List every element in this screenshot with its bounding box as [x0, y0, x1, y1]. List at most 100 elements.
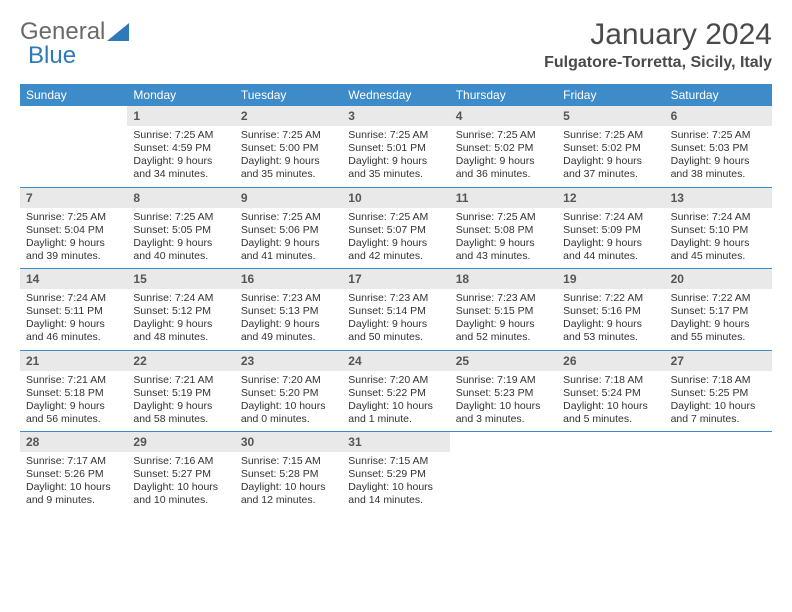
- sunset-line: Sunset: 5:01 PM: [348, 142, 443, 155]
- sunrise-line: Sunrise: 7:25 AM: [456, 129, 551, 142]
- day-number: 8: [127, 188, 234, 208]
- sunset-line: Sunset: 5:11 PM: [26, 305, 121, 318]
- day-cell: 8Sunrise: 7:25 AMSunset: 5:05 PMDaylight…: [127, 188, 234, 269]
- weekday-header: Sunday: [20, 84, 127, 106]
- sunrise-line: Sunrise: 7:25 AM: [348, 211, 443, 224]
- daylight-line: Daylight: 9 hours and 56 minutes.: [26, 400, 121, 426]
- daylight-line: Daylight: 9 hours and 39 minutes.: [26, 237, 121, 263]
- day-number: 30: [235, 432, 342, 452]
- day-number: 18: [450, 269, 557, 289]
- location-label: Fulgatore-Torretta, Sicily, Italy: [544, 54, 772, 72]
- day-cell: 9Sunrise: 7:25 AMSunset: 5:06 PMDaylight…: [235, 188, 342, 269]
- day-number: 6: [665, 106, 772, 126]
- sunrise-line: Sunrise: 7:16 AM: [133, 455, 228, 468]
- daylight-line: Daylight: 9 hours and 58 minutes.: [133, 400, 228, 426]
- day-number: 15: [127, 269, 234, 289]
- sunset-line: Sunset: 5:13 PM: [241, 305, 336, 318]
- day-cell: 23Sunrise: 7:20 AMSunset: 5:20 PMDayligh…: [235, 351, 342, 432]
- day-body: Sunrise: 7:25 AMSunset: 5:07 PMDaylight:…: [342, 208, 449, 269]
- sunrise-line: Sunrise: 7:25 AM: [563, 129, 658, 142]
- sunrise-line: Sunrise: 7:19 AM: [456, 374, 551, 387]
- sunrise-line: Sunrise: 7:20 AM: [241, 374, 336, 387]
- day-number: 20: [665, 269, 772, 289]
- daylight-line: Daylight: 10 hours and 3 minutes.: [456, 400, 551, 426]
- day-number: 27: [665, 351, 772, 371]
- sunrise-line: Sunrise: 7:20 AM: [348, 374, 443, 387]
- calendar-body: 1Sunrise: 7:25 AMSunset: 4:59 PMDaylight…: [20, 106, 772, 513]
- daylight-line: Daylight: 10 hours and 7 minutes.: [671, 400, 766, 426]
- day-cell: 7Sunrise: 7:25 AMSunset: 5:04 PMDaylight…: [20, 188, 127, 269]
- day-body: Sunrise: 7:20 AMSunset: 5:22 PMDaylight:…: [342, 371, 449, 432]
- sunset-line: Sunset: 5:26 PM: [26, 468, 121, 481]
- sunrise-line: Sunrise: 7:24 AM: [671, 211, 766, 224]
- day-number: 16: [235, 269, 342, 289]
- daylight-line: Daylight: 9 hours and 41 minutes.: [241, 237, 336, 263]
- day-body: Sunrise: 7:24 AMSunset: 5:12 PMDaylight:…: [127, 289, 234, 350]
- sunrise-line: Sunrise: 7:25 AM: [133, 129, 228, 142]
- sunset-line: Sunset: 4:59 PM: [133, 142, 228, 155]
- sunrise-line: Sunrise: 7:24 AM: [26, 292, 121, 305]
- day-number: 26: [557, 351, 664, 371]
- sunset-line: Sunset: 5:28 PM: [241, 468, 336, 481]
- day-number: 14: [20, 269, 127, 289]
- day-cell: 30Sunrise: 7:15 AMSunset: 5:28 PMDayligh…: [235, 432, 342, 513]
- day-number: 25: [450, 351, 557, 371]
- sunrise-line: Sunrise: 7:25 AM: [241, 129, 336, 142]
- weekday-header: Thursday: [450, 84, 557, 106]
- day-cell: 20Sunrise: 7:22 AMSunset: 5:17 PMDayligh…: [665, 269, 772, 350]
- daylight-line: Daylight: 9 hours and 34 minutes.: [133, 155, 228, 181]
- calendar-week-row: 1Sunrise: 7:25 AMSunset: 4:59 PMDaylight…: [20, 106, 772, 188]
- day-cell: 19Sunrise: 7:22 AMSunset: 5:16 PMDayligh…: [557, 269, 664, 350]
- day-cell: 15Sunrise: 7:24 AMSunset: 5:12 PMDayligh…: [127, 269, 234, 350]
- sunset-line: Sunset: 5:18 PM: [26, 387, 121, 400]
- sunrise-line: Sunrise: 7:23 AM: [241, 292, 336, 305]
- sunrise-line: Sunrise: 7:25 AM: [671, 129, 766, 142]
- sunrise-line: Sunrise: 7:15 AM: [348, 455, 443, 468]
- daylight-line: Daylight: 9 hours and 35 minutes.: [241, 155, 336, 181]
- sunrise-line: Sunrise: 7:25 AM: [26, 211, 121, 224]
- day-cell: 1 Sunrise: 7:25 AMSunset: 4:59 PMDaylight…: [127, 106, 234, 187]
- day-number: 1: [127, 106, 234, 126]
- daylight-line: Daylight: 9 hours and 40 minutes.: [133, 237, 228, 263]
- calendar: SundayMondayTuesdayWednesdayThursdayFrid…: [20, 84, 772, 513]
- day-body: Sunrise: 7:21 AMSunset: 5:19 PMDaylight:…: [127, 371, 234, 432]
- day-cell: 10Sunrise: 7:25 AMSunset: 5:07 PMDayligh…: [342, 188, 449, 269]
- day-cell: 4 Sunrise: 7:25 AMSunset: 5:02 PMDaylight…: [450, 106, 557, 187]
- sunset-line: Sunset: 5:08 PM: [456, 224, 551, 237]
- day-cell: 31Sunrise: 7:15 AMSunset: 5:29 PMDayligh…: [342, 432, 449, 513]
- day-cell: 16Sunrise: 7:23 AMSunset: 5:13 PMDayligh…: [235, 269, 342, 350]
- title-block: January 2024 Fulgatore-Torretta, Sicily,…: [544, 18, 772, 72]
- day-number: 17: [342, 269, 449, 289]
- sunrise-line: Sunrise: 7:15 AM: [241, 455, 336, 468]
- day-number: 31: [342, 432, 449, 452]
- sunrise-line: Sunrise: 7:22 AM: [671, 292, 766, 305]
- daylight-line: Daylight: 10 hours and 14 minutes.: [348, 481, 443, 507]
- sunrise-line: Sunrise: 7:24 AM: [133, 292, 228, 305]
- day-cell: 14Sunrise: 7:24 AMSunset: 5:11 PMDayligh…: [20, 269, 127, 350]
- daylight-line: Daylight: 9 hours and 46 minutes.: [26, 318, 121, 344]
- day-body: Sunrise: 7:24 AMSunset: 5:11 PMDaylight:…: [20, 289, 127, 350]
- day-number: 2: [235, 106, 342, 126]
- day-body: Sunrise: 7:25 AMSunset: 5:01 PMDaylight:…: [342, 126, 449, 187]
- sunrise-line: Sunrise: 7:17 AM: [26, 455, 121, 468]
- sunset-line: Sunset: 5:02 PM: [456, 142, 551, 155]
- day-body: Sunrise: 7:15 AMSunset: 5:29 PMDaylight:…: [342, 452, 449, 513]
- sunset-line: Sunset: 5:19 PM: [133, 387, 228, 400]
- sunset-line: Sunset: 5:09 PM: [563, 224, 658, 237]
- sunset-line: Sunset: 5:20 PM: [241, 387, 336, 400]
- day-body: Sunrise: 7:19 AMSunset: 5:23 PMDaylight:…: [450, 371, 557, 432]
- sunset-line: Sunset: 5:17 PM: [671, 305, 766, 318]
- day-cell: 21Sunrise: 7:21 AMSunset: 5:18 PMDayligh…: [20, 351, 127, 432]
- day-body: Sunrise: 7:18 AMSunset: 5:24 PMDaylight:…: [557, 371, 664, 432]
- day-number: 10: [342, 188, 449, 208]
- day-number: 4: [450, 106, 557, 126]
- weekday-header: Saturday: [665, 84, 772, 106]
- daylight-line: Daylight: 9 hours and 36 minutes.: [456, 155, 551, 181]
- day-cell: 12Sunrise: 7:24 AMSunset: 5:09 PMDayligh…: [557, 188, 664, 269]
- day-body: Sunrise: 7:21 AMSunset: 5:18 PMDaylight:…: [20, 371, 127, 432]
- day-body: Sunrise: 7:20 AMSunset: 5:20 PMDaylight:…: [235, 371, 342, 432]
- day-body: Sunrise: 7:23 AMSunset: 5:14 PMDaylight:…: [342, 289, 449, 350]
- header: General January 2024 Fulgatore-Torretta,…: [20, 18, 772, 72]
- daylight-line: Daylight: 9 hours and 43 minutes.: [456, 237, 551, 263]
- sunset-line: Sunset: 5:29 PM: [348, 468, 443, 481]
